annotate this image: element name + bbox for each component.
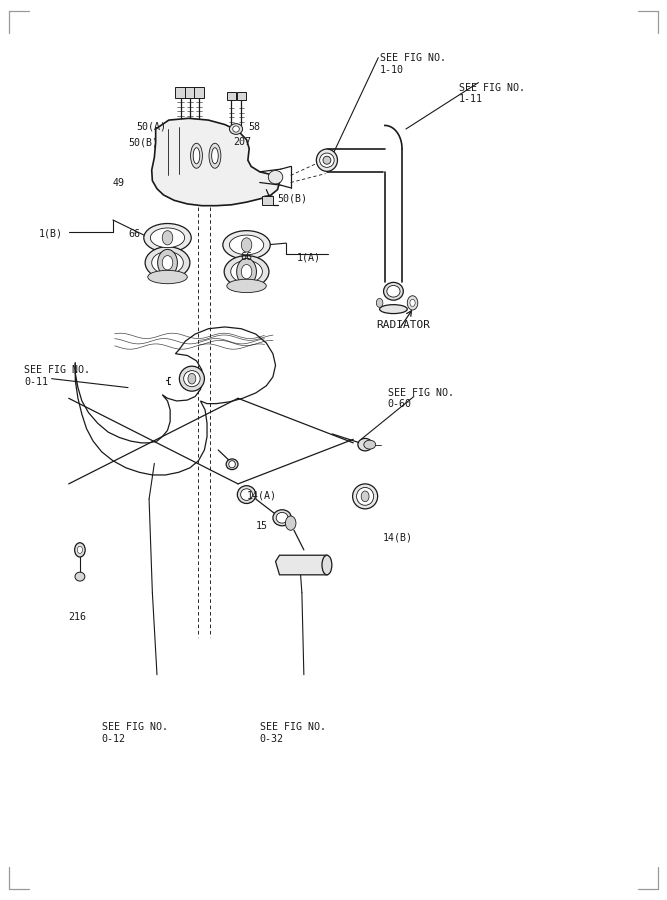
Text: 50(A): 50(A) <box>136 122 166 132</box>
Circle shape <box>241 265 252 279</box>
Ellipse shape <box>229 235 263 255</box>
Circle shape <box>237 258 256 285</box>
Text: 58: 58 <box>248 122 260 132</box>
Text: 15: 15 <box>255 521 267 531</box>
Text: 50(B): 50(B) <box>277 194 307 203</box>
Ellipse shape <box>233 126 239 132</box>
Circle shape <box>376 299 383 307</box>
Ellipse shape <box>211 148 218 164</box>
Ellipse shape <box>237 486 255 503</box>
Text: SEE FIG NO.
1-10: SEE FIG NO. 1-10 <box>380 53 446 75</box>
Circle shape <box>285 516 296 530</box>
Ellipse shape <box>224 256 269 288</box>
Text: 66: 66 <box>128 229 140 238</box>
Ellipse shape <box>148 270 187 284</box>
Polygon shape <box>75 327 275 475</box>
Ellipse shape <box>322 555 332 575</box>
Text: 50(B): 50(B) <box>128 137 158 147</box>
Ellipse shape <box>150 228 185 248</box>
Text: SEE FIG NO.
0-11: SEE FIG NO. 0-11 <box>24 365 90 387</box>
Text: 207: 207 <box>233 137 251 147</box>
Ellipse shape <box>353 484 378 508</box>
Ellipse shape <box>387 285 400 297</box>
Bar <box>185 87 195 98</box>
Ellipse shape <box>226 459 238 470</box>
Text: 14(A): 14(A) <box>247 491 277 500</box>
Circle shape <box>75 543 85 557</box>
Text: SEE FIG NO.
1-11: SEE FIG NO. 1-11 <box>459 83 525 104</box>
Ellipse shape <box>231 260 262 283</box>
Polygon shape <box>275 555 331 575</box>
Ellipse shape <box>384 283 404 301</box>
Circle shape <box>241 238 252 252</box>
Text: 1(B): 1(B) <box>39 229 63 238</box>
Ellipse shape <box>193 148 200 164</box>
Ellipse shape <box>179 366 204 392</box>
Ellipse shape <box>319 153 334 167</box>
Circle shape <box>157 249 177 276</box>
Text: 14(B): 14(B) <box>383 532 413 542</box>
Ellipse shape <box>273 509 291 526</box>
Ellipse shape <box>227 279 266 292</box>
Text: SEE FIG NO.
0-32: SEE FIG NO. 0-32 <box>259 722 325 743</box>
Ellipse shape <box>364 440 376 449</box>
Text: 49: 49 <box>113 178 125 188</box>
Text: RADIATOR: RADIATOR <box>376 320 430 329</box>
Bar <box>237 92 246 101</box>
Ellipse shape <box>145 247 190 279</box>
Circle shape <box>77 546 83 554</box>
Text: SEE FIG NO.
0-60: SEE FIG NO. 0-60 <box>388 388 454 410</box>
Ellipse shape <box>268 170 283 184</box>
Ellipse shape <box>191 143 202 168</box>
Bar <box>262 196 273 205</box>
Ellipse shape <box>276 512 288 523</box>
Ellipse shape <box>75 572 85 581</box>
Bar <box>175 87 186 98</box>
Text: 1(A): 1(A) <box>297 252 321 262</box>
Ellipse shape <box>229 123 243 134</box>
Ellipse shape <box>144 223 191 252</box>
Bar <box>194 87 204 98</box>
Ellipse shape <box>229 461 235 468</box>
Text: 216: 216 <box>69 612 87 622</box>
Circle shape <box>361 491 369 501</box>
Ellipse shape <box>241 489 253 500</box>
Text: 66: 66 <box>240 252 252 262</box>
Ellipse shape <box>223 230 270 259</box>
Circle shape <box>162 230 173 245</box>
Circle shape <box>162 256 173 270</box>
Polygon shape <box>151 118 279 206</box>
Circle shape <box>410 300 415 306</box>
Circle shape <box>408 296 418 310</box>
Circle shape <box>188 374 196 384</box>
Text: SEE FIG NO.
0-12: SEE FIG NO. 0-12 <box>101 722 167 743</box>
Ellipse shape <box>323 157 331 164</box>
Bar <box>227 92 236 101</box>
Ellipse shape <box>357 488 374 505</box>
Ellipse shape <box>316 149 338 171</box>
Ellipse shape <box>380 305 408 313</box>
Ellipse shape <box>183 371 200 387</box>
Ellipse shape <box>209 143 221 168</box>
Ellipse shape <box>151 252 183 274</box>
Ellipse shape <box>358 438 372 451</box>
